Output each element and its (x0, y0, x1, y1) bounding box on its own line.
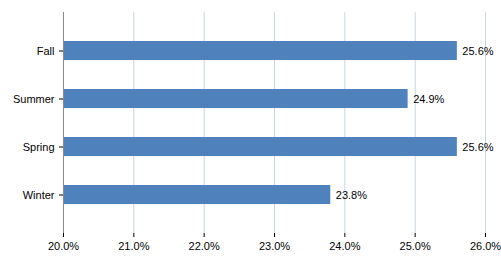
svg-text:23.8%: 23.8% (336, 189, 367, 201)
svg-text:21.0%: 21.0% (118, 240, 149, 252)
svg-text:22.0%: 22.0% (189, 240, 220, 252)
svg-text:Fall: Fall (37, 45, 55, 57)
svg-text:23.0%: 23.0% (259, 240, 290, 252)
svg-text:Winter: Winter (23, 189, 55, 201)
svg-text:25.0%: 25.0% (400, 240, 431, 252)
svg-text:24.9%: 24.9% (413, 93, 444, 105)
svg-text:24.0%: 24.0% (329, 240, 360, 252)
svg-text:25.6%: 25.6% (462, 45, 493, 57)
svg-text:20.0%: 20.0% (48, 240, 79, 252)
svg-text:Spring: Spring (23, 141, 55, 153)
svg-text:25.6%: 25.6% (462, 141, 493, 153)
svg-text:Summer: Summer (13, 93, 55, 105)
svg-text:26.0%: 26.0% (470, 240, 501, 252)
